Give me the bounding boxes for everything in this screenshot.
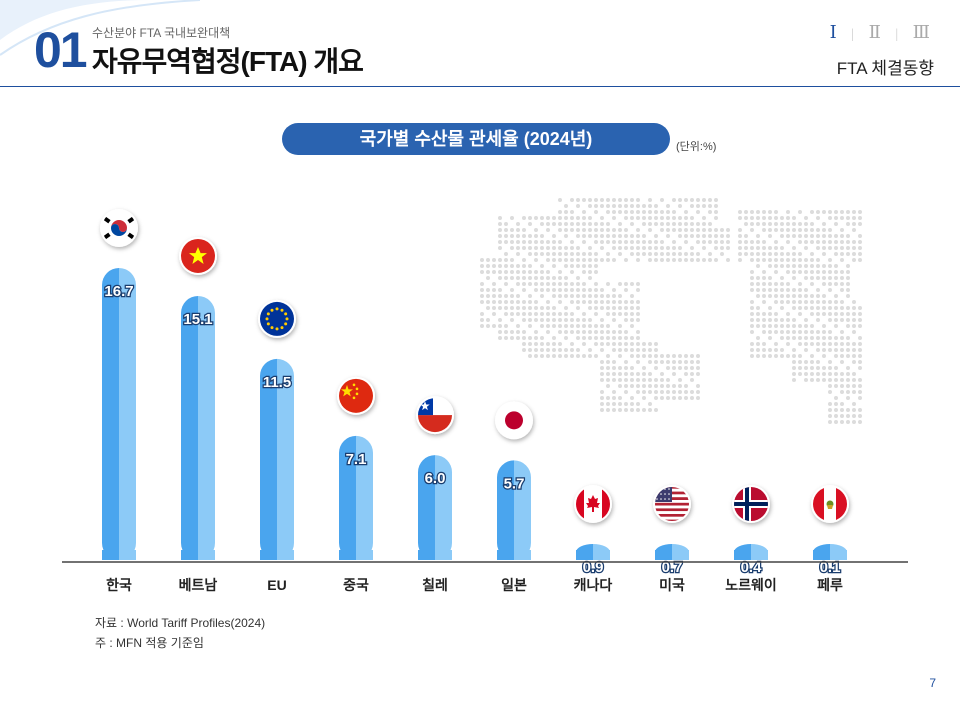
category-label: EU <box>267 577 286 593</box>
category-label: 칠레 <box>422 577 448 593</box>
vietnam-flag-icon <box>179 236 217 275</box>
unit-label: (단위:%) <box>676 141 717 153</box>
header-divider <box>0 86 960 87</box>
header-decoration <box>0 0 200 56</box>
japan-flag-icon <box>495 401 533 440</box>
mfn-note: 주 : MFN 적용 기준임 <box>95 636 204 650</box>
section-number: 01 <box>34 22 88 78</box>
footnotes: 자료 : World Tariff Profiles(2024) 주 : MFN… <box>95 613 265 653</box>
norway-flag-icon <box>732 485 770 523</box>
china-flag-icon <box>337 376 375 415</box>
category-label: 미국 <box>659 577 685 593</box>
category-label: 노르웨이 <box>725 577 777 593</box>
world-map-decoration <box>480 198 862 424</box>
chart-title: 국가별 수산물 관세율 (2024년) <box>282 123 670 155</box>
category-label: 페루 <box>817 577 843 593</box>
bar-중국 <box>339 435 373 560</box>
bar-EU <box>260 358 294 560</box>
category-label: 캐나다 <box>574 577 613 593</box>
value-label: 7.1 <box>346 451 367 468</box>
nav-item-2[interactable]: Ⅱ <box>868 22 881 42</box>
usa-flag-icon <box>653 485 691 523</box>
bar-한국 <box>102 268 136 560</box>
section-subtitle: 수산분야 FTA 국내보완대책 <box>92 26 231 40</box>
nav-separator: | <box>851 27 855 42</box>
canada-flag-icon <box>574 485 612 523</box>
source-note: 자료 : World Tariff Profiles(2024) <box>95 616 266 630</box>
nav-separator: | <box>895 27 899 42</box>
peru-flag-icon <box>811 485 849 523</box>
value-label: 5.7 <box>504 475 525 492</box>
page-number: 7 <box>929 676 936 690</box>
section-label: FTA 체결동향 <box>836 59 934 78</box>
nav-item-3[interactable]: Ⅲ <box>912 22 930 42</box>
category-label: 베트남 <box>179 577 218 593</box>
nav-item-1[interactable]: Ⅰ <box>829 22 837 42</box>
value-label: 15.1 <box>183 311 212 328</box>
bar-칠레 <box>418 455 452 560</box>
bar-일본 <box>497 460 531 560</box>
value-label: 16.7 <box>104 283 133 300</box>
bar-베트남 <box>181 295 215 560</box>
eu-flag-icon <box>258 299 296 338</box>
page-title: 자유무역협정(FTA) 개요 <box>92 46 364 77</box>
korea-flag-icon <box>100 209 138 247</box>
value-label: 6.0 <box>425 470 446 487</box>
value-label: 11.5 <box>263 374 291 391</box>
category-label: 한국 <box>106 577 132 593</box>
section-nav: Ⅰ | Ⅱ | Ⅲ <box>830 22 930 43</box>
category-label: 중국 <box>343 577 369 593</box>
category-label: 일본 <box>501 577 527 593</box>
chile-flag-icon <box>416 396 454 435</box>
